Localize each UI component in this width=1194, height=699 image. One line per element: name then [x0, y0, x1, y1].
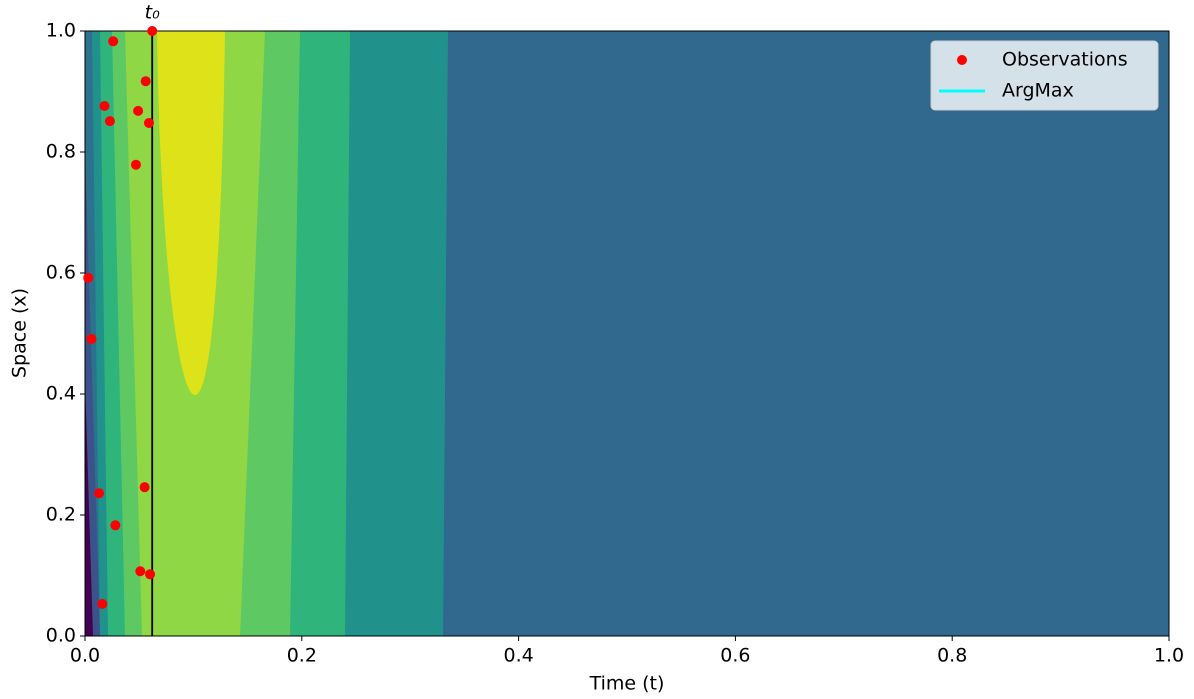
legend-marker [957, 55, 967, 65]
observation-point [97, 598, 108, 609]
observation-point [83, 272, 94, 283]
observation-point [140, 76, 151, 87]
y-tick-label: 0.8 [46, 141, 76, 163]
observation-point [86, 333, 97, 344]
y-tick-label: 1.0 [46, 20, 76, 42]
observation-point [99, 101, 110, 112]
x-axis-label: Time (t) [589, 673, 665, 695]
legend-box [930, 40, 1159, 111]
contour-band [157, 31, 225, 395]
observation-point [135, 566, 146, 577]
x-tick-label: 0.8 [937, 645, 967, 667]
legend-label: Observations [1002, 49, 1128, 71]
x-tick-label: 0.4 [503, 645, 533, 667]
observation-point [133, 105, 144, 116]
observation-point [108, 36, 119, 47]
observation-point [110, 520, 121, 531]
legend-label: ArgMax [1002, 80, 1074, 102]
observation-point [145, 569, 156, 580]
y-axis-label: Space (x) [9, 288, 31, 378]
x-tick-label: 0.0 [70, 645, 100, 667]
y-tick-label: 0.2 [46, 504, 76, 526]
observation-point [143, 117, 154, 128]
y-tick-label: 0.4 [46, 383, 76, 405]
plot-frame [84, 30, 1170, 637]
observation-point [130, 159, 141, 170]
x-tick-label: 0.2 [287, 645, 317, 667]
y-tick-label: 0.6 [46, 262, 76, 284]
contour-band [85, 380, 93, 636]
contour [85, 31, 1169, 636]
observation-point [139, 482, 150, 493]
x-tick-label: 1.0 [1154, 645, 1184, 667]
y-tick-label: 0.0 [46, 625, 76, 647]
observation-point [147, 26, 158, 36]
reference-label: t₀ [145, 2, 160, 24]
observation-point [94, 488, 105, 499]
x-tick-label: 0.6 [720, 645, 750, 667]
observation-point [104, 116, 115, 127]
